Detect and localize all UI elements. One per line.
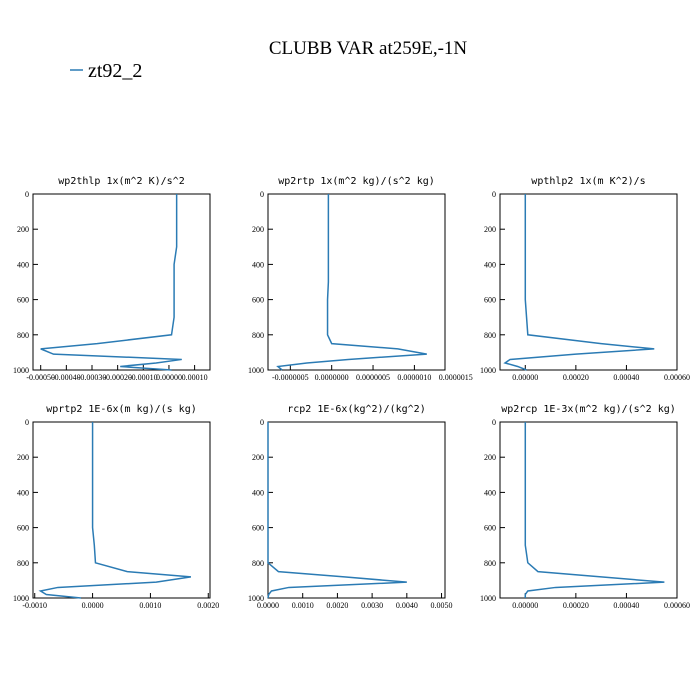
plot-frame [32,421,211,599]
x-tick-label: 0.0000015 [439,373,473,382]
profile-line [276,194,427,371]
x-tick-label: 0.0000 [257,601,279,610]
x-tick-label: 0.00000 [512,373,538,382]
profile-line [267,422,407,599]
profile-line [40,194,182,371]
x-tick-label: 0.00000 [512,601,538,610]
x-tick-label: -0.00040 [52,373,81,382]
y-tick-label: 1000 [248,594,264,603]
x-tick-label: 0.0010 [139,601,161,610]
x-tick-label: 0.00020 [563,373,589,382]
plot-frame [499,421,678,599]
y-tick-label: 0 [25,190,29,199]
profile-line [524,422,665,598]
y-tick-label: 1000 [13,594,29,603]
y-tick-label: 600 [484,296,496,305]
y-tick-label: 600 [17,296,29,305]
panel-title: wp2rcp 1E-3x(m^2 kg)/(s^2 kg) [501,404,676,415]
y-tick-label: 800 [252,331,264,340]
y-tick-label: 200 [252,225,264,234]
y-tick-label: 800 [17,559,29,568]
y-tick-label: 600 [484,524,496,533]
y-tick-label: 800 [484,559,496,568]
x-tick-label: -0.0010 [22,601,47,610]
y-tick-label: 400 [17,488,29,497]
y-tick-label: 600 [252,296,264,305]
y-tick-label: 200 [252,453,264,462]
x-tick-label: -0.00050 [26,373,55,382]
panel-title: wprtp2 1E-6x(m kg)/(s kg) [46,404,197,415]
profile-line [503,194,655,371]
y-tick-label: 600 [252,524,264,533]
y-tick-label: 1000 [480,594,496,603]
y-tick-label: 400 [252,488,264,497]
y-tick-label: 0 [260,190,264,199]
x-tick-label: 0.0040 [396,601,418,610]
y-tick-label: 0 [492,418,496,427]
y-tick-label: 200 [17,225,29,234]
x-tick-label: -0.00030 [78,373,107,382]
x-tick-label: 0.0010 [292,601,314,610]
x-tick-label: 0.0030 [361,601,383,610]
y-tick-label: 1000 [248,366,264,375]
y-tick-label: 800 [17,331,29,340]
y-tick-label: 1000 [13,366,29,375]
panel-title: wpthlp2 1x(m K^2)/s [531,176,645,187]
x-tick-label: 0.00060 [664,373,690,382]
plot-frame [267,193,446,371]
x-tick-label: 0.0000010 [397,373,431,382]
x-tick-label: 0.00000 [156,373,182,382]
x-tick-label: 0.0020 [326,601,348,610]
panel-title: rcp2 1E-6x(kg^2)/(kg^2) [287,404,425,415]
x-tick-label: 0.00020 [563,601,589,610]
y-tick-label: 200 [484,225,496,234]
x-tick-label: 0.00010 [182,373,208,382]
y-tick-label: 0 [25,418,29,427]
x-tick-label: 0.0000000 [315,373,349,382]
panel-title: wp2rtp 1x(m^2 kg)/(s^2 kg) [278,176,435,187]
y-tick-label: 1000 [480,366,496,375]
x-tick-label: 0.0050 [431,601,453,610]
x-tick-label: -0.0000005 [272,373,309,382]
y-tick-label: 800 [484,331,496,340]
profile-line [38,422,192,599]
y-tick-label: 600 [17,524,29,533]
main-title: CLUBB VAR at259E,-1N [269,38,468,59]
y-tick-label: 400 [17,260,29,269]
x-tick-label: 0.0020 [197,601,219,610]
y-tick-label: 0 [492,190,496,199]
x-tick-label: 0.0000005 [356,373,390,382]
x-tick-label: 0.00040 [613,373,639,382]
y-tick-label: 400 [484,488,496,497]
x-tick-label: 0.00040 [613,601,639,610]
panel-title: wp2thlp 1x(m^2 K)/s^2 [58,176,184,187]
plot-frame [499,193,678,371]
y-tick-label: 0 [260,418,264,427]
x-tick-label: -0.00020 [103,373,132,382]
y-tick-label: 400 [484,260,496,269]
plot-frame [32,193,211,371]
legend-label: zt92_2 [88,60,142,82]
plot-frame [267,421,446,599]
y-tick-label: 400 [252,260,264,269]
y-tick-label: 200 [17,453,29,462]
y-tick-label: 200 [484,453,496,462]
x-tick-label: -0.00010 [129,373,158,382]
x-tick-label: 0.0000 [82,601,104,610]
y-tick-label: 800 [252,559,264,568]
x-tick-label: 0.00060 [664,601,690,610]
